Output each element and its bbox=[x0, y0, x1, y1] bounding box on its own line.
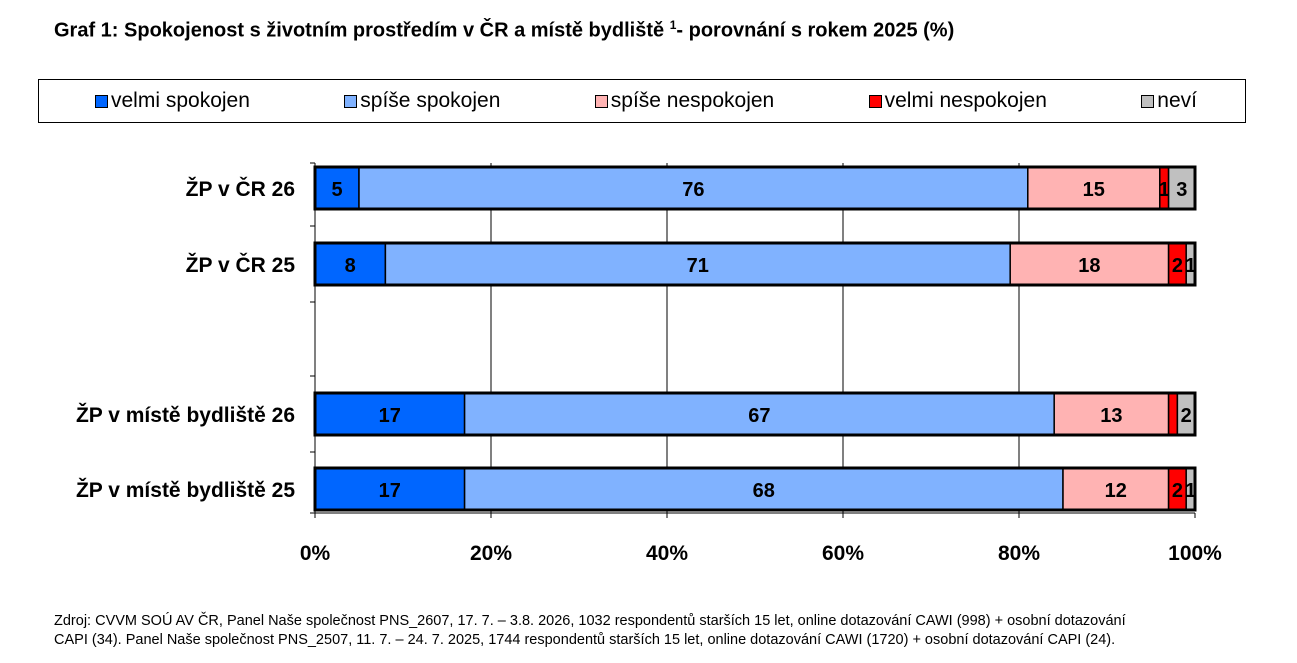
legend-swatch bbox=[594, 94, 608, 108]
legend-label: velmi spokojen bbox=[111, 89, 250, 112]
legend-item-spise-nespokojen: spíše nespokojen bbox=[594, 89, 775, 113]
legend-swatch bbox=[868, 94, 882, 108]
data-label: 18 bbox=[1078, 255, 1100, 277]
bar-outline bbox=[313, 241, 1197, 287]
data-label: 13 bbox=[1100, 405, 1122, 427]
bar-segment bbox=[1062, 467, 1170, 511]
data-label: 1 bbox=[1185, 255, 1196, 277]
x-tick-label: 100% bbox=[1168, 542, 1222, 565]
data-label: 17 bbox=[379, 405, 401, 427]
chart-title: Graf 1: Spokojenost s životním prostředí… bbox=[54, 18, 955, 42]
legend-swatch bbox=[344, 94, 358, 108]
bar-segment bbox=[314, 392, 466, 436]
data-label: 2 bbox=[1172, 255, 1183, 277]
legend-label: spíše nespokojen bbox=[610, 89, 775, 112]
source-note: Zdroj: CVVM SOÚ AV ČR, Panel Naše společ… bbox=[54, 612, 1290, 650]
x-tick-label: 60% bbox=[822, 542, 864, 565]
data-label: 5 bbox=[331, 179, 342, 201]
data-label: 3 bbox=[1176, 179, 1187, 201]
data-label: 67 bbox=[748, 405, 770, 427]
bar-outline bbox=[313, 466, 1197, 512]
legend-item-nevi: neví bbox=[1141, 89, 1197, 113]
data-label: 17 bbox=[379, 480, 401, 502]
legend-item-velmi-nespokojen: velmi nespokojen bbox=[868, 89, 1047, 113]
category-label: ŽP v místě bydliště 25 bbox=[76, 478, 295, 502]
legend-item-spise-spokojen: spíše spokojen bbox=[344, 89, 500, 113]
data-label: 8 bbox=[345, 255, 356, 277]
data-label: 2 bbox=[1181, 405, 1192, 427]
stacked-bar-chart: 0% 20% 40% 60% 80% 100%ŽP v ČR 26 5 76 15 1 3ŽP v … bbox=[76, 162, 1222, 565]
x-tick-label: 20% bbox=[470, 542, 512, 565]
data-label: 76 bbox=[682, 179, 704, 201]
legend-label: velmi nespokojen bbox=[884, 89, 1047, 112]
data-label: 12 bbox=[1105, 480, 1127, 502]
data-label: 1 bbox=[1185, 480, 1196, 502]
source-line-2: CAPI (34). Panel Naše společnost PNS_250… bbox=[54, 632, 1116, 648]
data-label: 71 bbox=[687, 255, 709, 277]
category-label: ŽP v ČR 26 bbox=[186, 177, 295, 201]
data-label: 15 bbox=[1083, 179, 1105, 201]
x-tick-label: 0% bbox=[300, 542, 331, 565]
bar-outline bbox=[313, 165, 1197, 211]
legend-label: spíše spokojen bbox=[360, 89, 501, 112]
data-label: 68 bbox=[753, 480, 775, 502]
bar-segment bbox=[463, 392, 1055, 436]
legend-item-velmi-spokojen: velmi spokojen bbox=[95, 89, 250, 113]
legend: velmi spokojen spíše spokojen spíše nesp… bbox=[38, 79, 1246, 123]
legend-swatch bbox=[95, 94, 108, 108]
x-tick-label: 40% bbox=[646, 542, 688, 565]
bar-outline bbox=[313, 391, 1197, 437]
data-label: 1 bbox=[1159, 179, 1170, 201]
category-label: ŽP v ČR 25 bbox=[186, 253, 296, 277]
bar-segment bbox=[1009, 242, 1170, 286]
x-tick-label: 80% bbox=[998, 542, 1040, 565]
category-label: ŽP v místě bydliště 26 bbox=[76, 403, 295, 427]
data-label: 2 bbox=[1172, 480, 1183, 502]
bar-segment bbox=[1167, 392, 1179, 436]
legend-swatch bbox=[1141, 94, 1155, 108]
source-line-1: Zdroj: CVVM SOÚ AV ČR, Panel Naše společ… bbox=[54, 613, 1126, 629]
footnote-marker: 1 bbox=[669, 18, 677, 32]
bar-segment bbox=[358, 166, 1029, 210]
legend-label: neví bbox=[1157, 89, 1197, 112]
